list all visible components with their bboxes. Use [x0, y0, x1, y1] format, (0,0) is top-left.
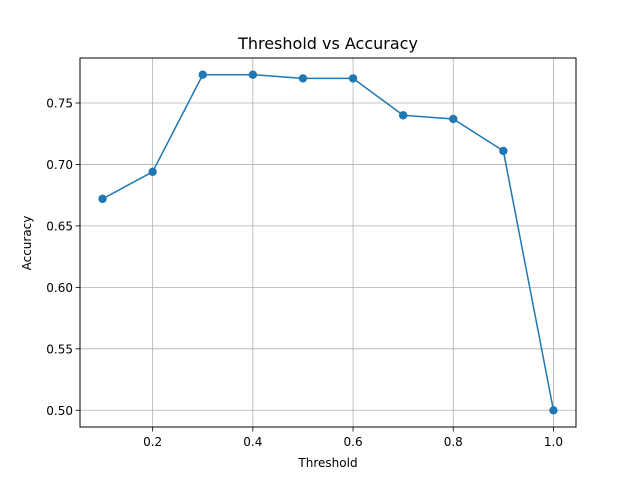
data-point — [348, 74, 358, 83]
series-layer — [98, 70, 558, 415]
x-tick-label: 0.8 — [444, 435, 463, 449]
data-point — [148, 167, 157, 177]
axis-ticks: 0.2 0.4 0.6 0.8 1.0 0.50 0.55 0.60 0.65 0.70 0.75 — [46, 96, 563, 449]
data-point — [298, 74, 308, 83]
data-point — [449, 114, 458, 124]
x-tick-label: 0.6 — [344, 435, 363, 449]
x-axis-label: Threshold — [297, 456, 357, 470]
data-point — [549, 406, 558, 415]
data-point — [499, 146, 508, 156]
x-tick-label: 1.0 — [544, 435, 563, 449]
y-axis-label: Accuracy — [20, 216, 34, 271]
y-tick-label: 0.70 — [46, 158, 73, 172]
y-tick-label: 0.55 — [46, 342, 73, 356]
data-point — [98, 194, 107, 204]
chart-title: Threshold vs Accuracy — [237, 34, 418, 53]
data-point — [248, 70, 258, 79]
y-tick-label: 0.65 — [46, 219, 73, 233]
axes-frame — [79, 57, 577, 428]
y-tick-label: 0.60 — [46, 281, 73, 295]
x-tick-label: 0.4 — [243, 435, 262, 449]
y-tick-label: 0.75 — [46, 96, 73, 110]
y-tick-label: 0.50 — [46, 404, 73, 418]
data-point — [198, 70, 207, 79]
data-point — [398, 111, 408, 120]
grid-lines — [80, 58, 576, 427]
series-line — [101, 73, 555, 412]
x-tick-label: 0.2 — [143, 435, 162, 449]
